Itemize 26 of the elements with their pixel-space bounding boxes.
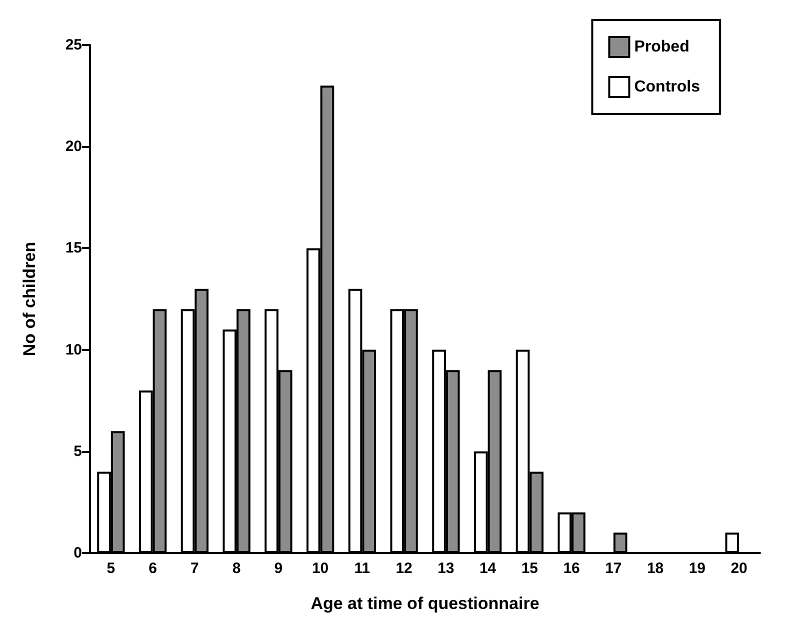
- x-tick-label: 5: [106, 560, 116, 577]
- legend-label: Probed: [634, 38, 690, 56]
- y-tick-label: 25: [65, 36, 82, 54]
- x-tick-label: 11: [354, 560, 370, 577]
- x-tick-label: 20: [730, 560, 748, 577]
- x-tick-label: 14: [479, 560, 497, 577]
- y-tick-label: 10: [65, 341, 82, 358]
- x-tick-label: 6: [148, 560, 157, 577]
- x-tick-label: 15: [521, 560, 538, 577]
- legend-label: Controls: [634, 78, 700, 96]
- x-tick-label: 9: [274, 560, 283, 577]
- x-axis-title: Age at time of questionnaire: [310, 594, 540, 613]
- x-tick-label: 12: [396, 560, 412, 577]
- y-tick-label: 0: [74, 544, 82, 562]
- y-axis-title: No of children: [20, 242, 39, 356]
- x-tick-label: 10: [312, 560, 329, 577]
- y-tick-label: 20: [65, 138, 82, 156]
- x-tick-label: 8: [232, 560, 241, 577]
- x-tick-label: 17: [605, 560, 622, 577]
- x-tick-label: 13: [438, 560, 454, 577]
- x-tick-label: 16: [563, 560, 580, 577]
- y-tick-label: 15: [65, 240, 82, 257]
- x-tick-label: 18: [646, 560, 664, 577]
- x-tick-label: 7: [190, 560, 199, 577]
- y-tick-label: 5: [74, 442, 82, 460]
- x-tick-label: 19: [688, 560, 706, 577]
